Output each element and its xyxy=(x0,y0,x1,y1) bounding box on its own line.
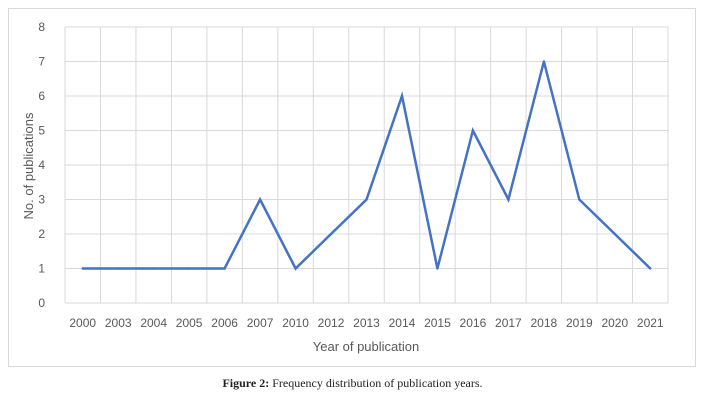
y-tick-label: 5 xyxy=(38,124,45,138)
x-tick-label: 2010 xyxy=(282,316,309,330)
x-tick-label: 2007 xyxy=(247,316,274,330)
y-tick-label: 3 xyxy=(38,193,45,207)
x-tick-label: 2015 xyxy=(424,316,451,330)
x-tick-label: 2003 xyxy=(105,316,132,330)
data-point xyxy=(542,60,546,63)
data-point xyxy=(471,129,475,132)
x-tick-label: 2004 xyxy=(140,316,167,330)
caption-text: Frequency distribution of publication ye… xyxy=(269,376,483,390)
x-tick-label: 2019 xyxy=(566,316,593,330)
data-point xyxy=(81,267,84,270)
x-tick-label: 2014 xyxy=(389,316,416,330)
y-tick-label: 0 xyxy=(38,296,45,310)
gridlines xyxy=(64,26,669,304)
y-tick-label: 7 xyxy=(38,55,45,69)
data-point xyxy=(223,267,226,270)
data-point xyxy=(117,267,120,270)
data-point xyxy=(152,267,155,270)
x-tick-label: 2017 xyxy=(495,316,522,330)
data-point xyxy=(187,267,191,270)
y-tick-label: 2 xyxy=(38,227,45,241)
x-tick-label: 2000 xyxy=(69,316,96,330)
y-axis-title: No. of publications xyxy=(21,112,36,219)
data-point xyxy=(294,267,297,270)
data-point xyxy=(578,198,581,201)
figure-caption: Figure 2: Frequency distribution of publ… xyxy=(0,376,705,391)
y-tick-labels: 0 1 2 3 4 5 6 7 8 xyxy=(38,20,45,310)
x-tick-label: 2016 xyxy=(460,316,487,330)
data-point xyxy=(258,198,262,201)
x-axis-title: Year of publication xyxy=(313,339,420,354)
x-tick-labels: 2000 2003 2004 2005 2006 2007 2010 2012 2013 2014… xyxy=(69,316,664,330)
data-point xyxy=(649,267,652,270)
data-point xyxy=(329,232,333,236)
y-tick-label: 8 xyxy=(38,20,45,34)
caption-label: Figure 2: xyxy=(222,376,270,390)
series-lines xyxy=(81,60,652,271)
y-tick-label: 4 xyxy=(38,158,45,172)
x-tick-label: 2018 xyxy=(531,316,558,330)
x-tick-label: 2013 xyxy=(353,316,380,330)
x-tick-label: 2012 xyxy=(318,316,345,330)
y-tick-label: 6 xyxy=(38,89,45,103)
x-tick-label: 2005 xyxy=(176,316,203,330)
data-point xyxy=(507,198,510,201)
x-tick-label: 2006 xyxy=(211,316,238,330)
y-tick-label: 1 xyxy=(38,262,45,276)
data-point xyxy=(400,94,404,98)
data-point xyxy=(436,267,439,270)
x-tick-label: 2020 xyxy=(601,316,628,330)
data-point xyxy=(613,232,616,236)
chart-frame xyxy=(8,8,696,367)
data-point xyxy=(365,198,368,201)
x-tick-label: 2021 xyxy=(637,316,664,330)
